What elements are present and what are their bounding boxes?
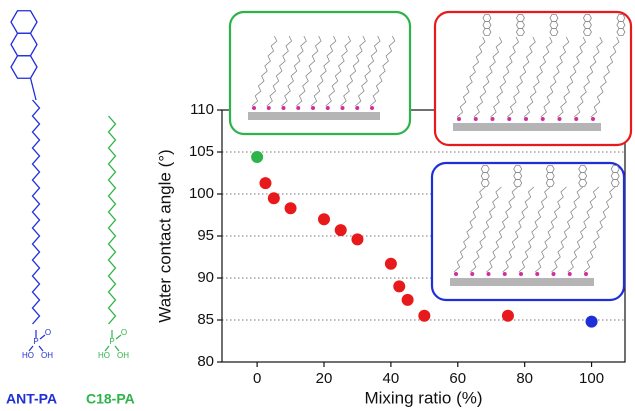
headgroup <box>474 117 478 121</box>
atom-label: O <box>121 328 127 337</box>
headgroup <box>282 106 286 110</box>
headgroup <box>491 117 495 121</box>
data-point <box>285 202 297 214</box>
headgroup <box>541 117 545 121</box>
headgroup <box>507 117 511 121</box>
headgroup <box>519 272 523 276</box>
atom-label: HO <box>22 351 34 360</box>
atom-label: O <box>45 328 51 337</box>
data-point <box>268 192 280 204</box>
data-point <box>318 213 330 225</box>
data-point <box>586 316 598 328</box>
atom-label: HO <box>98 351 110 360</box>
y-tick-label: 105 <box>189 143 214 160</box>
y-tick-label: 90 <box>197 269 214 286</box>
x-tick-label: 20 <box>316 370 333 387</box>
data-point <box>502 310 514 322</box>
data-point <box>335 224 347 236</box>
x-tick-label: 0 <box>253 370 261 387</box>
y-tick-label: 110 <box>190 101 214 118</box>
y-tick-label: 85 <box>197 311 214 328</box>
aromatic-ring <box>11 11 37 34</box>
data-point <box>418 310 430 322</box>
atom-label: P <box>109 337 114 346</box>
data-point <box>402 294 414 306</box>
x-tick-label: 40 <box>383 370 400 387</box>
data-point <box>251 151 263 163</box>
headgroup <box>296 106 300 110</box>
atom-label: OH <box>117 351 129 360</box>
x-tick-label: 100 <box>579 370 604 387</box>
substrate <box>453 123 601 131</box>
molecule-name: C18-PA <box>86 391 135 407</box>
y-tick-label: 100 <box>189 185 214 202</box>
bond <box>31 78 37 100</box>
x-axis-title: Mixing ratio (%) <box>364 388 482 407</box>
data-point <box>259 177 271 189</box>
headgroup <box>311 106 315 110</box>
y-tick-label: 80 <box>197 353 214 370</box>
data-point <box>351 233 363 245</box>
headgroup <box>552 272 556 276</box>
data-point <box>385 258 397 270</box>
headgroup <box>252 106 256 110</box>
alkyl-chain <box>33 100 40 324</box>
headgroup <box>574 117 578 121</box>
substrate <box>248 112 380 120</box>
x-tick-label: 60 <box>449 370 466 387</box>
substrate <box>450 278 594 286</box>
figure: 80 85 90 95 100 105 110 0 20 40 60 80 100 Mixing rati… <box>0 0 635 411</box>
headgroup <box>454 272 458 276</box>
page: {"chart_data": {"type": "scatter", "x_la… <box>0 0 635 411</box>
headgroup <box>591 117 595 121</box>
aromatic-ring <box>11 56 37 79</box>
headgroup <box>584 272 588 276</box>
atom-label: P <box>33 337 38 346</box>
headgroup <box>503 272 507 276</box>
insets <box>230 12 631 300</box>
headgroup <box>326 106 330 110</box>
headgroup <box>524 117 528 121</box>
headgroup <box>457 117 461 121</box>
y-axis-title: Water contact angle (°) <box>155 149 174 322</box>
atom-label: OH <box>41 351 53 360</box>
headgroup <box>568 272 572 276</box>
x-tick-label: 80 <box>516 370 533 387</box>
alkyl-chain <box>109 116 116 324</box>
headgroup <box>355 106 359 110</box>
headgroup <box>558 117 562 121</box>
y-tick-label: 95 <box>197 227 214 244</box>
data-point <box>393 280 405 292</box>
headgroup <box>487 272 491 276</box>
headgroup <box>470 272 474 276</box>
headgroup <box>341 106 345 110</box>
headgroup <box>370 106 374 110</box>
headgroup <box>267 106 271 110</box>
aromatic-ring <box>11 33 37 56</box>
molecule-name: ANT-PA <box>6 391 57 407</box>
headgroup <box>535 272 539 276</box>
